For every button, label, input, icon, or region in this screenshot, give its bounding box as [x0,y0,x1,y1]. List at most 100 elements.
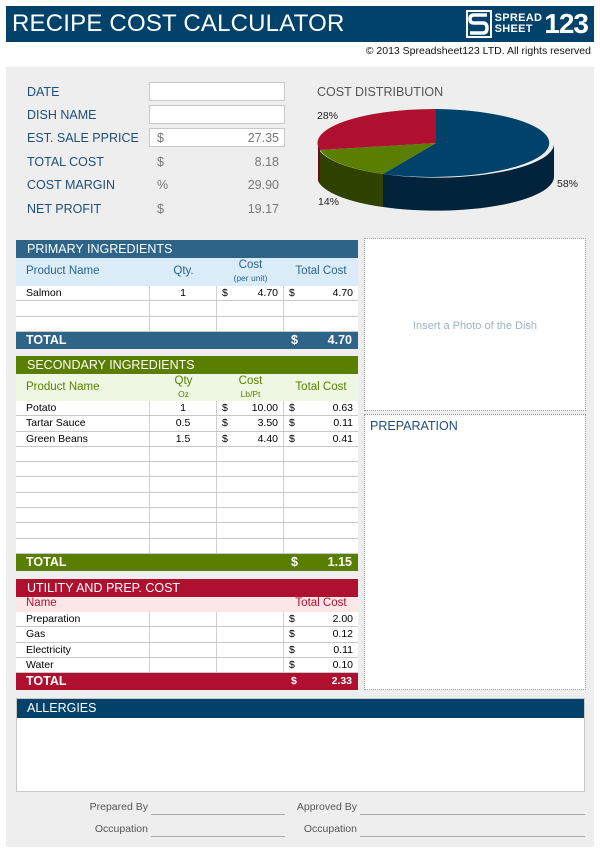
table-row[interactable] [16,477,358,493]
unit-cost[interactable] [217,462,284,477]
col-cost-sub: (per unit) [233,273,268,283]
table-row[interactable] [16,523,358,539]
qty[interactable]: 0.5 [150,416,217,431]
unit-cost[interactable] [217,316,284,331]
primary-total-bar: TOTAL $ 4.70 [16,331,358,349]
product-name[interactable] [16,492,150,508]
product-name[interactable]: Salmon [16,286,150,301]
unit-cost[interactable]: $10.00 [217,401,284,416]
secondary-total-bar: TOTAL $ 1.15 [16,553,358,571]
product-name[interactable] [16,508,150,523]
table-row[interactable] [16,492,358,509]
utility-name[interactable]: Gas [16,627,150,642]
qty[interactable]: 1 [150,286,217,301]
product-name[interactable] [16,538,150,553]
table-row[interactable] [16,538,358,554]
unit-cost[interactable]: $4.70 [217,286,284,301]
secondary-column-headers: Product Name Qty Oz Cost Lb/Pt Total Cos… [16,374,358,401]
unit-cost[interactable] [217,523,284,538]
prepared-by-line[interactable] [151,814,285,815]
table-row[interactable]: Tartar Sauce 0.5 $3.50 $0.11 [16,416,358,432]
unit-cost[interactable] [217,477,284,492]
product-name[interactable]: Potato [16,401,150,416]
dish-photo-placeholder[interactable]: Insert a Photo of the Dish [364,238,586,411]
table-row[interactable]: Preparation $2.00 [16,612,358,628]
qty[interactable] [150,523,217,538]
date-field[interactable] [149,82,285,101]
col-total-cost: Total Cost [295,381,347,393]
sale-price-value: 27.35 [247,131,279,145]
total-label: TOTAL [26,332,67,347]
product-name[interactable] [16,316,150,331]
qty[interactable]: 1.5 [150,431,217,446]
utility-name[interactable]: Electricity [16,642,150,657]
qty[interactable] [150,301,217,316]
unit-cost[interactable] [217,446,284,462]
total-cost [284,493,358,507]
table-row[interactable] [16,316,358,332]
occupation-left-line[interactable] [151,836,285,837]
unit-cost[interactable] [217,508,284,523]
utility-name[interactable]: Water [16,657,150,673]
total-cost[interactable]: $0.10 [289,658,353,671]
table-row[interactable]: Salmon 1 $4.70 $4.70 [16,286,358,302]
table-row[interactable] [16,446,358,463]
unit-cost[interactable] [217,301,284,316]
total-cost[interactable]: $0.11 [289,643,353,656]
table-row[interactable]: Electricity $0.11 [16,642,358,658]
unit-cost[interactable] [217,492,284,508]
total-currency: $ [291,675,297,688]
table-row[interactable] [16,508,358,524]
logo-top-text: SPREAD [494,12,543,24]
qty[interactable] [150,492,217,508]
table-row[interactable]: Green Beans 1.5 $4.40 $0.41 [16,431,358,447]
product-name[interactable] [16,477,150,492]
qty[interactable] [150,316,217,331]
photo-placeholder-text: Insert a Photo of the Dish [412,320,538,332]
qty[interactable] [150,462,217,477]
product-name[interactable] [16,446,150,462]
total-cost[interactable]: $0.12 [289,628,353,641]
approved-by-line[interactable] [360,814,585,815]
allergies-box[interactable]: ALLERGIES [16,698,585,792]
product-name[interactable]: Tartar Sauce [16,416,150,431]
table-row[interactable] [16,301,358,317]
table-row[interactable]: Potato 1 $10.00 $0.63 [16,401,358,417]
qty[interactable] [150,538,217,553]
total-cost[interactable]: $2.00 [289,613,353,625]
qty[interactable] [150,446,217,462]
unit-cost[interactable]: $3.50 [217,416,284,431]
utility-name[interactable]: Preparation [16,612,150,627]
total-cost: $0.11 [289,417,353,430]
table-row[interactable]: Gas $0.12 [16,627,358,643]
unit-cost[interactable]: $4.40 [217,431,284,446]
qty[interactable]: 1 [150,401,217,416]
total-currency: $ [291,332,298,347]
dish-name-label: DISH NAME [27,108,97,122]
product-name[interactable]: Green Beans [16,431,150,446]
total-cost: $4.70 [289,287,353,299]
product-name[interactable] [16,523,150,538]
preparation-box[interactable]: PREPARATION [364,414,586,690]
total-cost-value: 8.18 [254,155,279,169]
col-cost: Cost [238,259,263,271]
unit-cost[interactable] [217,538,284,553]
table-row[interactable]: Water $0.10 [16,657,358,674]
occupation-right-label: Occupation [303,823,357,835]
table-row[interactable] [16,462,358,478]
approved-by-label: Approved By [296,801,357,813]
sale-price-field[interactable] [149,128,285,147]
logo-number: 123 [544,8,589,39]
col-total-cost: Total Cost [295,597,347,609]
product-name[interactable] [16,462,150,477]
occupation-right-line[interactable] [360,836,585,837]
chart-title: COST DISTRIBUTION [317,85,444,99]
col-cost-sub: Lb/Pt [240,389,261,399]
logo-s-icon [465,10,492,38]
product-name[interactable] [16,301,150,316]
date-label: DATE [27,85,60,99]
qty[interactable] [150,508,217,523]
dish-name-field[interactable] [149,105,285,124]
cost-distribution-pie-chart [317,108,555,211]
qty[interactable] [150,477,217,492]
